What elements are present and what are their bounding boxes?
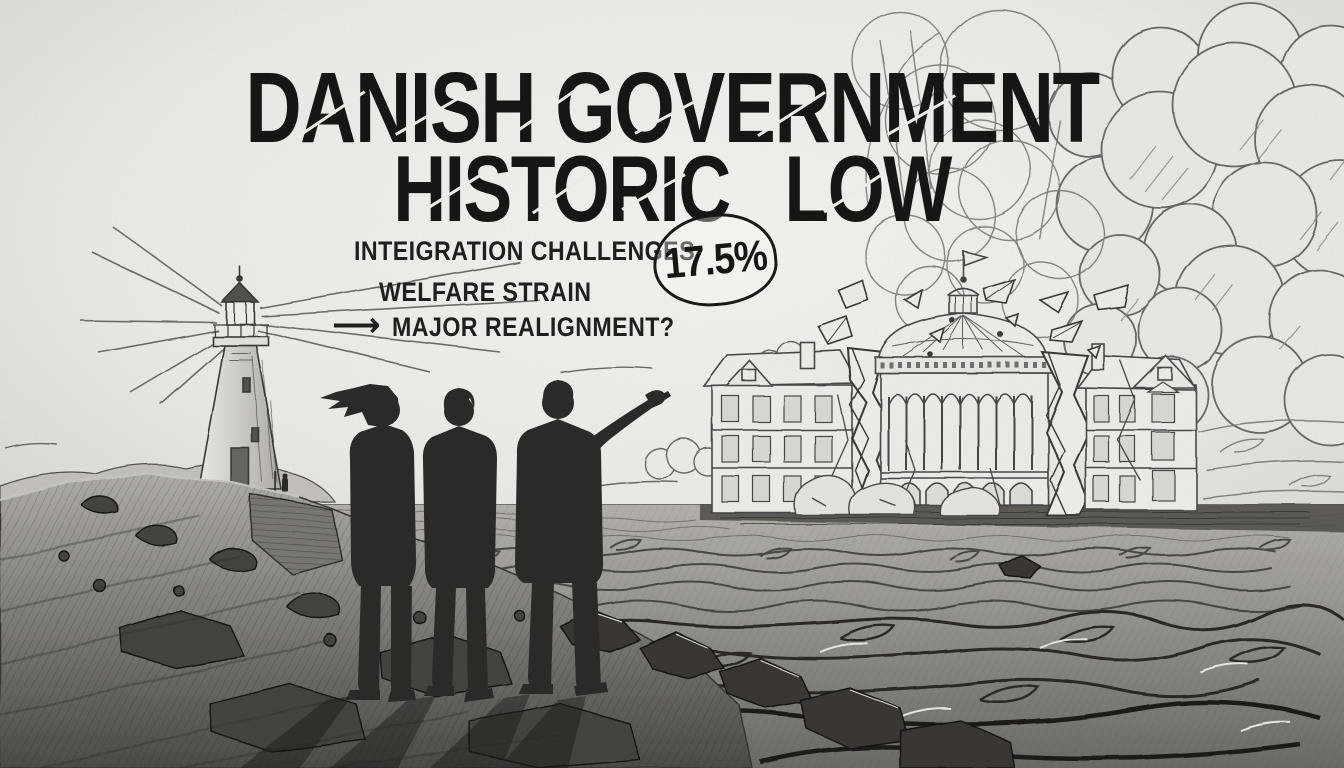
arrow-icon: ⟶ [332,306,381,344]
stat-value: 17.5% [661,231,769,288]
headline-line2: HISTORIC LOW [393,136,952,241]
note-welfare-strain: WELFARE STRAIN [379,277,592,307]
headline-line1: DANISH GOVERNMENT [245,52,1100,164]
note-integration-challenges: INTEIGRATION CHALLENGES [354,236,696,266]
note-major-realignment: MAJOR REALIGNMENT? [392,312,675,342]
